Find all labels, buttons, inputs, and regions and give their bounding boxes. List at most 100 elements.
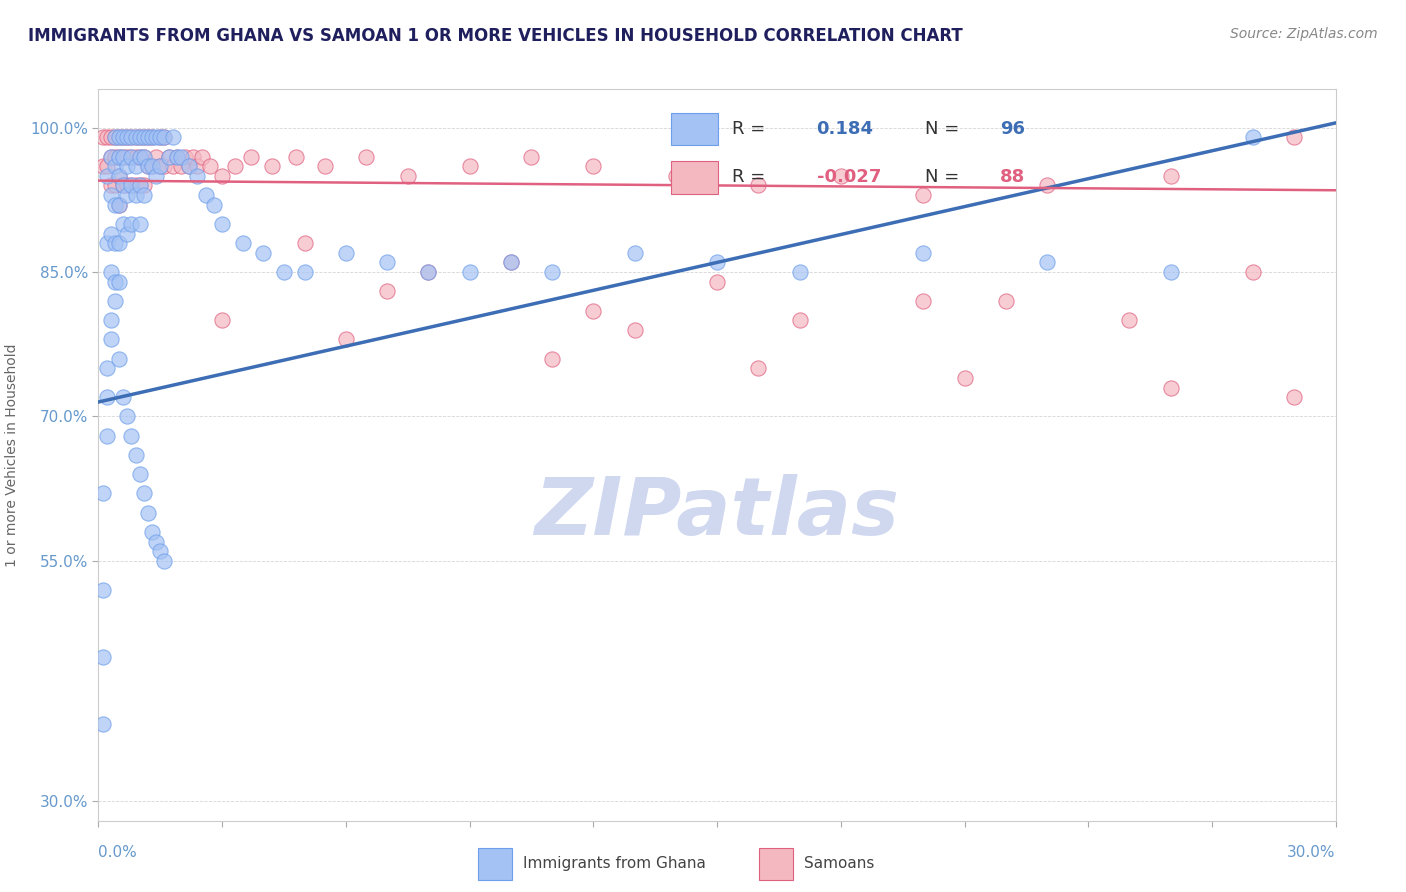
Point (112, 150, 135, 164)
Point (747, 178, 769, 193)
Point (623, 323, 645, 337)
Point (91, 650, 114, 665)
Point (100, 227, 122, 241)
Point (96, 236, 118, 251)
Point (912, 188, 935, 202)
Point (108, 236, 131, 251)
Point (104, 159, 127, 173)
Point (179, 159, 201, 173)
Point (120, 178, 142, 193)
Point (141, 159, 163, 173)
Point (1284, 390, 1306, 404)
Point (141, 524, 163, 539)
Point (132, 130, 155, 145)
Point (91, 159, 114, 173)
Point (141, 130, 163, 145)
Point (100, 150, 122, 164)
Point (260, 159, 283, 173)
Point (335, 245, 357, 260)
Point (128, 130, 150, 145)
Point (120, 130, 142, 145)
Point (273, 265, 295, 279)
Point (1160, 265, 1182, 279)
Point (198, 159, 221, 173)
Point (96, 159, 118, 173)
Point (170, 150, 193, 164)
Point (153, 130, 176, 145)
Point (499, 255, 522, 269)
Point (186, 159, 208, 173)
Point (112, 178, 135, 193)
Point (418, 265, 440, 279)
Point (108, 150, 131, 164)
Point (124, 130, 146, 145)
Point (132, 150, 155, 164)
Point (96, 361, 118, 376)
Point (912, 245, 935, 260)
Point (375, 285, 398, 299)
Point (912, 293, 935, 308)
Point (132, 150, 155, 164)
Point (1241, 130, 1264, 145)
Point (100, 188, 122, 202)
Point (174, 150, 197, 164)
Point (789, 313, 811, 327)
Point (396, 169, 419, 183)
Point (1241, 265, 1264, 279)
Point (149, 130, 172, 145)
Point (149, 159, 172, 173)
Point (124, 150, 146, 164)
Text: Immigrants from Ghana: Immigrants from Ghana (523, 855, 706, 871)
Point (1160, 380, 1182, 394)
Point (108, 130, 131, 145)
Point (194, 188, 217, 202)
Point (108, 351, 131, 366)
Point (100, 130, 122, 145)
Point (128, 150, 150, 164)
FancyBboxPatch shape (671, 112, 718, 145)
Point (141, 159, 163, 173)
Point (128, 467, 150, 482)
Point (112, 130, 135, 145)
Point (953, 371, 976, 385)
Point (120, 150, 142, 164)
Point (120, 150, 142, 164)
Point (1118, 313, 1140, 327)
Point (104, 178, 127, 193)
Point (128, 178, 150, 193)
Point (830, 169, 852, 183)
Point (136, 159, 159, 173)
Point (1160, 169, 1182, 183)
Point (190, 150, 212, 164)
Point (120, 178, 142, 193)
Point (100, 150, 122, 164)
Text: R =: R = (733, 169, 765, 186)
Point (108, 197, 131, 211)
Point (145, 534, 167, 549)
Point (112, 150, 135, 164)
Text: N =: N = (925, 169, 959, 186)
Point (91, 717, 114, 731)
Point (112, 178, 135, 193)
Point (124, 188, 146, 202)
Point (520, 150, 543, 164)
Point (108, 275, 131, 289)
Point (112, 217, 135, 231)
Point (211, 169, 233, 183)
Point (375, 255, 398, 269)
Point (104, 275, 127, 289)
Point (335, 333, 357, 347)
Point (706, 255, 728, 269)
Text: Samoans: Samoans (804, 855, 875, 871)
Point (120, 130, 142, 145)
Point (994, 293, 1017, 308)
Point (132, 188, 155, 202)
Point (1284, 130, 1306, 145)
Point (162, 159, 184, 173)
Point (285, 150, 308, 164)
Point (104, 197, 127, 211)
Point (108, 130, 131, 145)
Point (117, 409, 139, 424)
Point (145, 169, 167, 183)
Point (294, 236, 316, 251)
